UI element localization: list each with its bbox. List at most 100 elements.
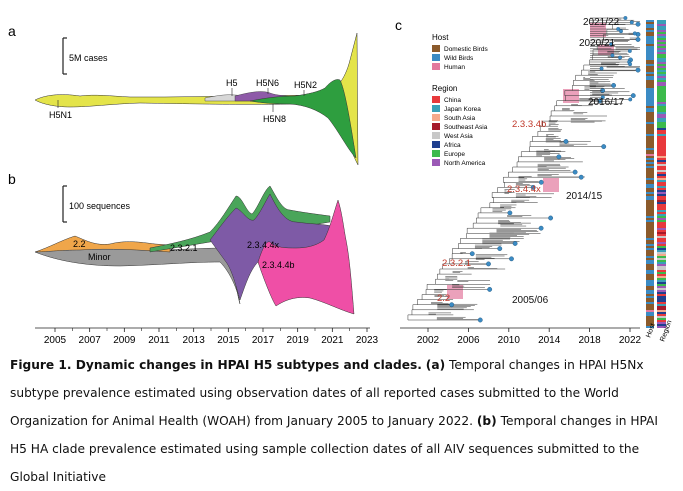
tree-branch — [422, 295, 426, 300]
region-bar-cell — [657, 316, 666, 318]
host-bar-cell — [646, 170, 654, 172]
tree-branch — [435, 279, 437, 284]
host-bar-cell — [646, 88, 654, 90]
label-clade-minor: Minor — [88, 252, 111, 262]
host-bar-cell — [646, 156, 654, 158]
region-bar-cell — [657, 230, 666, 232]
region-bar-cell — [657, 238, 666, 240]
region-bar-cell — [657, 148, 666, 150]
wild-bird-tip — [628, 62, 632, 66]
tree-branch — [413, 305, 417, 310]
region-bar-cell — [657, 150, 666, 152]
wild-bird-tip — [557, 155, 561, 159]
region-bar-cell — [657, 314, 666, 316]
host-bar-cell — [646, 188, 654, 190]
region-bar-cell — [657, 128, 666, 130]
host-bar-cell — [646, 308, 654, 310]
host-bar-cell — [646, 184, 654, 186]
host-bar-cell — [646, 224, 654, 226]
host-bar-cell — [646, 126, 654, 128]
host-bar-cell — [646, 72, 654, 74]
region-legend-title: Region — [432, 84, 457, 93]
region-bar-cell — [657, 66, 666, 68]
tree-x-tick-label: 2002 — [417, 335, 440, 345]
tree-label-2.2: 2.2 — [437, 293, 450, 304]
host-bar-cell — [646, 202, 654, 204]
host-bar-cell — [646, 42, 654, 44]
host-bar-cell — [646, 296, 654, 298]
host-bar-cell — [646, 102, 654, 104]
region-bar-cell — [657, 164, 666, 166]
tree-branch — [417, 300, 422, 305]
region-bar-cell — [657, 264, 666, 266]
host-legend-label: Domestic Birds — [444, 46, 488, 53]
label-clade-2.3.2.1: 2.3.2.1 — [170, 243, 198, 253]
host-bar-cell — [646, 294, 654, 296]
region-legend-label: West Asia — [444, 133, 473, 140]
tree-branch — [551, 111, 555, 116]
season-2021-22: 2021/22 — [583, 17, 620, 28]
tree-x-tick-label: 2010 — [498, 335, 521, 345]
host-legend-label: Wild Birds — [444, 55, 474, 62]
region-bar-cell — [657, 256, 666, 258]
host-bar-cell — [646, 290, 654, 292]
tree-label-2.3.2.1: 2.3.2.1 — [442, 258, 471, 269]
host-bar-cell — [646, 76, 654, 78]
region-bar-cell — [657, 306, 666, 308]
region-bar-cell — [657, 212, 666, 214]
host-bar-cell — [646, 140, 654, 142]
tree-branch — [478, 213, 481, 218]
region-bar-cell — [657, 246, 666, 248]
host-bar-cell — [646, 110, 654, 112]
region-bar-cell — [657, 38, 666, 40]
host-bar-cell — [646, 284, 654, 286]
region-bar-cell — [657, 298, 666, 300]
tree-branch — [532, 136, 537, 141]
host-bar-cell — [646, 178, 654, 180]
region-bar-cell — [657, 288, 666, 290]
region-legend-label: Europe — [444, 151, 465, 158]
tree-branch — [555, 106, 557, 111]
tree-branch — [481, 208, 490, 213]
label-h5n1: H5N1 — [49, 110, 72, 120]
label-clade-2.2: 2.2 — [73, 239, 86, 249]
host-bar-cell — [646, 246, 654, 248]
region-bar-cell — [657, 172, 666, 174]
region-bar-cell — [657, 176, 666, 178]
host-bar-cell — [646, 186, 654, 188]
host-bar-cell — [646, 134, 654, 136]
region-bar-cell — [657, 162, 666, 164]
region-bar-cell — [657, 270, 666, 272]
host-bar-cell — [646, 84, 654, 86]
region-bar-cell — [657, 132, 666, 134]
region-bar-cell — [657, 186, 666, 188]
region-bar-cell — [657, 240, 666, 242]
region-bar-cell — [657, 180, 666, 182]
host-bar-cell — [646, 26, 654, 28]
host-bar-cell — [646, 120, 654, 122]
region-bar-cell — [657, 318, 666, 320]
tree-branch — [538, 131, 540, 136]
label-clade-2.3.4.4x: 2.3.4.4x — [247, 240, 280, 250]
region-bar-cell — [657, 74, 666, 76]
region-bar-cell — [657, 100, 666, 102]
region-bar-cell — [657, 228, 666, 230]
tree-branch — [530, 142, 532, 147]
region-bar-cell — [657, 32, 666, 34]
host-bar-cell — [646, 278, 654, 280]
caption-title: Figure 1. Dynamic changes in HPAI H5 sub… — [10, 358, 422, 372]
region-bar-cell — [657, 114, 666, 116]
host-bar-cell — [646, 298, 654, 300]
wild-bird-tip — [564, 139, 568, 143]
host-bar-cell — [646, 310, 654, 312]
host-bar-cell — [646, 196, 654, 198]
tree-branch — [412, 310, 413, 315]
region-bar-cell — [657, 218, 666, 220]
host-bar-cell — [646, 272, 654, 274]
host-bar-cell — [646, 144, 654, 146]
host-bar-cell — [646, 312, 654, 314]
label-h5n2: H5N2 — [294, 80, 317, 90]
host-bar-cell — [646, 138, 654, 140]
region-legend-label: Africa — [444, 142, 461, 149]
